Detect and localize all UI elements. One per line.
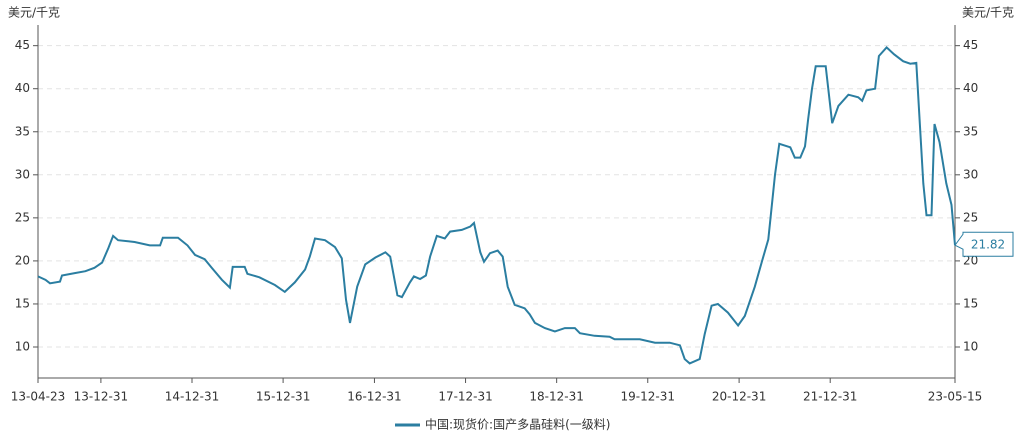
x-tick-label: 19-12-31 xyxy=(621,390,675,404)
x-tick-label: 20-12-31 xyxy=(712,390,766,404)
x-tick-label: 23-05-15 xyxy=(928,390,982,404)
y2-tick-label: 30 xyxy=(963,167,978,181)
value-callout: 21.82 xyxy=(954,231,1014,257)
x-tick-label: 15-12-31 xyxy=(256,390,310,404)
y-tick-label: 35 xyxy=(15,124,30,138)
callout-box xyxy=(954,231,1014,257)
y-tick-label: 15 xyxy=(15,296,30,310)
y-tick-label: 25 xyxy=(15,210,30,224)
y2-tick-label: 20 xyxy=(963,253,978,267)
x-tick-label: 13-04-23 xyxy=(11,390,65,404)
y2-tick-label: 10 xyxy=(963,340,978,354)
y-tick-label: 45 xyxy=(15,38,30,52)
y2-tick-label: 45 xyxy=(963,38,978,52)
x-tick-label: 13-12-31 xyxy=(74,390,128,404)
value-label: 21.82 xyxy=(971,238,1005,252)
y-tick-label: 10 xyxy=(15,340,30,354)
x-tick-label: 18-12-31 xyxy=(529,390,583,404)
x-tick-label: 21-12-31 xyxy=(803,390,857,404)
x-tick-label: 14-12-31 xyxy=(165,390,219,404)
line-series xyxy=(37,45,956,365)
y-tick-label: 20 xyxy=(15,253,30,267)
y2-tick-label: 40 xyxy=(963,81,978,95)
y2-tick-label: 15 xyxy=(963,296,978,310)
x-tick-label: 17-12-31 xyxy=(438,390,492,404)
y-tick-label: 30 xyxy=(15,167,30,181)
y-axis-label: 美元/千克 xyxy=(8,6,60,20)
y2-tick-label: 25 xyxy=(963,210,978,224)
y2-tick-label: 35 xyxy=(963,124,978,138)
y2-axis-label: 美元/千克 xyxy=(962,6,1014,20)
y-tick-label: 40 xyxy=(15,81,30,95)
x-tick-label: 16-12-31 xyxy=(347,390,401,404)
legend-label: 中国:现货价:国产多晶硅料(一级料) xyxy=(425,417,610,432)
